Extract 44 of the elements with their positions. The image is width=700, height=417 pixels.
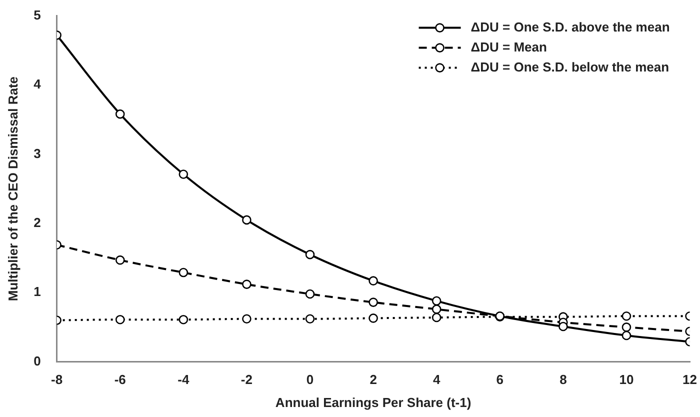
y-tick-label: 1	[34, 284, 41, 300]
point	[432, 304, 442, 314]
point	[622, 330, 632, 340]
point	[368, 298, 378, 307]
y-tick-label: 4	[34, 76, 42, 92]
x-tick-label: 2	[370, 372, 377, 388]
point	[242, 215, 252, 225]
y-tick-label: 2	[34, 214, 41, 230]
point	[558, 322, 568, 332]
point	[368, 276, 378, 286]
point	[178, 268, 188, 278]
point	[432, 312, 442, 322]
point	[432, 296, 442, 306]
y-tick-label: 5	[34, 7, 41, 22]
y-tick-label: 3	[34, 146, 41, 161]
legend-label: ΔDU = One S.D. above the mean	[470, 19, 670, 34]
point	[115, 255, 125, 265]
point	[178, 170, 188, 179]
point	[242, 314, 252, 324]
point	[368, 314, 378, 323]
point	[115, 314, 125, 324]
x-tick-label: 8	[560, 372, 567, 388]
point	[622, 322, 632, 332]
point	[305, 289, 315, 299]
x-axis-title: Annual Earnings Per Share (t-1)	[275, 394, 472, 410]
y-tick-label: 0	[34, 353, 41, 368]
point	[242, 280, 252, 289]
point	[305, 314, 315, 324]
x-tick-label: -4	[178, 372, 190, 388]
point	[178, 314, 188, 324]
x-tick-label: 6	[496, 372, 504, 388]
y-axis-title: Multiplier of the CEO Dismissal Rate	[5, 76, 20, 302]
point	[305, 250, 315, 260]
x-tick-label: -6	[114, 372, 126, 388]
x-tick-label: 10	[619, 372, 634, 388]
legend-label: ΔDU = One S.D. below the mean	[470, 59, 670, 74]
x-tick-label: 0	[306, 372, 314, 388]
x-tick-label: 12	[682, 372, 698, 388]
legend-label: ΔDU = Mean	[470, 39, 548, 54]
point	[622, 311, 632, 321]
point	[115, 109, 125, 119]
x-tick-label: -8	[51, 372, 63, 388]
x-tick-label: 4	[432, 372, 441, 388]
x-tick-label: -2	[240, 372, 252, 388]
